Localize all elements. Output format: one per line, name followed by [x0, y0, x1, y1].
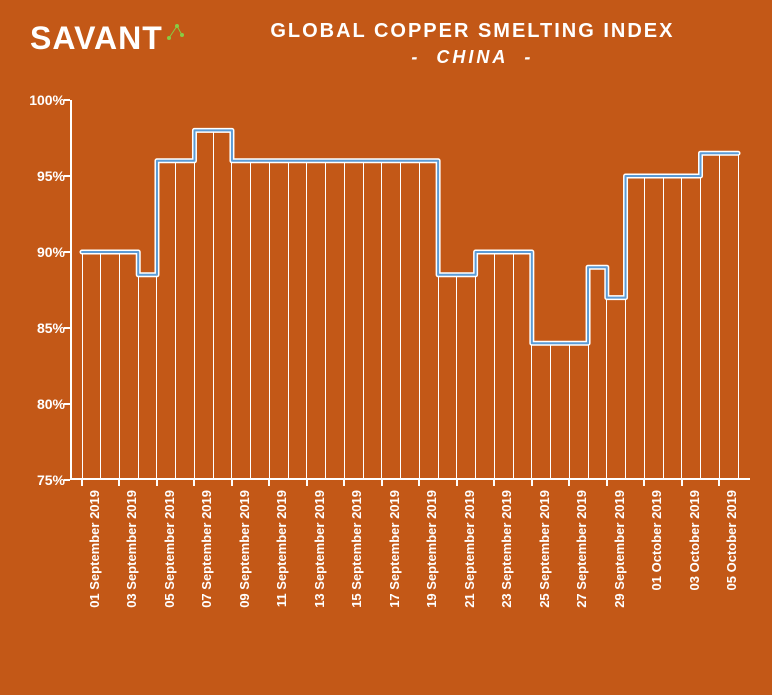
x-tick-label: 15 September 2019	[349, 490, 364, 608]
x-tick-label: 03 September 2019	[124, 490, 139, 608]
logo-text: SAVANT	[30, 20, 163, 56]
y-axis: 75%80%85%90%95%100%	[20, 100, 70, 480]
x-tick-label: 27 September 2019	[574, 490, 589, 608]
x-tick-label: 13 September 2019	[312, 490, 327, 608]
y-tick-label: 100%	[29, 92, 65, 108]
x-tick-label: 07 September 2019	[199, 490, 214, 608]
line-chart	[70, 100, 750, 480]
x-tick-label: 09 September 2019	[237, 490, 252, 608]
y-tick-label: 95%	[37, 168, 65, 184]
chart-subtitle: - CHINA -	[203, 47, 742, 68]
title-block: GLOBAL COPPER SMELTING INDEX - CHINA -	[203, 20, 742, 68]
x-tick-label: 05 October 2019	[724, 490, 739, 590]
x-tick-label: 17 September 2019	[387, 490, 402, 608]
series-line-outer	[82, 130, 738, 343]
logo-icon	[165, 22, 185, 42]
x-tick-label: 23 September 2019	[499, 490, 514, 608]
x-tick-label: 01 September 2019	[87, 490, 102, 608]
logo: SAVANT	[30, 20, 163, 57]
y-tick-label: 90%	[37, 244, 65, 260]
x-tick-label: 05 September 2019	[162, 490, 177, 608]
x-tick-label: 19 September 2019	[424, 490, 439, 608]
chart-area: 75%80%85%90%95%100% 01 September 201903 …	[70, 100, 750, 480]
x-tick-label: 11 September 2019	[274, 490, 289, 607]
y-tick-label: 75%	[37, 472, 65, 488]
y-tick-label: 85%	[37, 320, 65, 336]
y-tick-label: 80%	[37, 396, 65, 412]
x-tick-label: 03 October 2019	[687, 490, 702, 590]
x-tick-label: 25 September 2019	[537, 490, 552, 608]
x-tick-label: 21 September 2019	[462, 490, 477, 608]
x-tick-label: 01 October 2019	[649, 490, 664, 590]
chart-title: GLOBAL COPPER SMELTING INDEX	[203, 20, 742, 43]
x-tick-label: 29 September 2019	[612, 490, 627, 608]
